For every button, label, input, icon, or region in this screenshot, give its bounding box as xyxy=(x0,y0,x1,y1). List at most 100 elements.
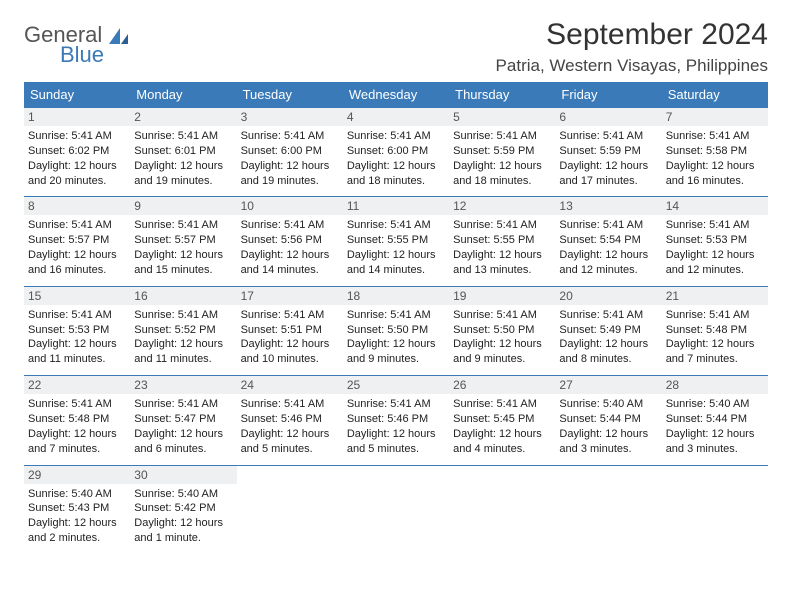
location: Patria, Western Visayas, Philippines xyxy=(496,56,768,76)
calendar-cell: 29Sunrise: 5:40 AMSunset: 5:43 PMDayligh… xyxy=(24,465,130,554)
sunset-text: Sunset: 5:44 PM xyxy=(559,412,657,427)
daylight-text: Daylight: 12 hours xyxy=(241,337,339,352)
daylight-text: Daylight: 12 hours xyxy=(134,337,232,352)
calendar-week: 29Sunrise: 5:40 AMSunset: 5:43 PMDayligh… xyxy=(24,465,768,554)
day-number: 14 xyxy=(662,197,768,215)
day-number: 20 xyxy=(555,287,661,305)
daylight-text: and 1 minute. xyxy=(134,531,232,546)
sunrise-text: Sunrise: 5:41 AM xyxy=(241,397,339,412)
daylight-text: and 17 minutes. xyxy=(559,174,657,189)
logo-word2: Blue xyxy=(60,44,104,66)
calendar-cell: 20 Sunrise: 5:41 AMSunset: 5:49 PMDayligh… xyxy=(555,286,661,375)
calendar-week: 22Sunrise: 5:41 AMSunset: 5:48 PMDayligh… xyxy=(24,376,768,465)
sunset-text: Sunset: 5:45 PM xyxy=(453,412,551,427)
calendar-cell: 17Sunrise: 5:41 AMSunset: 5:51 PMDayligh… xyxy=(237,286,343,375)
day-number: 24 xyxy=(237,376,343,394)
daylight-text: Daylight: 12 hours xyxy=(666,248,764,263)
day-number: 21 xyxy=(662,287,768,305)
daylight-text: and 9 minutes. xyxy=(347,352,445,367)
daylight-text: Daylight: 12 hours xyxy=(347,159,445,174)
sunset-text: Sunset: 5:48 PM xyxy=(666,323,764,338)
day-number xyxy=(449,466,555,484)
sunrise-text: Sunrise: 5:41 AM xyxy=(347,308,445,323)
sunset-text: Sunset: 5:59 PM xyxy=(559,144,657,159)
daylight-text: and 16 minutes. xyxy=(28,263,126,278)
calendar-cell: 24Sunrise: 5:41 AMSunset: 5:46 PMDayligh… xyxy=(237,376,343,465)
day-number: 1 xyxy=(24,108,130,126)
dayname: Monday xyxy=(130,82,236,108)
sunset-text: Sunset: 5:46 PM xyxy=(347,412,445,427)
daylight-text: and 15 minutes. xyxy=(134,263,232,278)
calendar-cell: 30Sunrise: 5:40 AMSunset: 5:42 PMDayligh… xyxy=(130,465,236,554)
day-number xyxy=(343,466,449,484)
sunset-text: Sunset: 5:53 PM xyxy=(666,233,764,248)
day-number: 18 xyxy=(343,287,449,305)
sunrise-text: Sunrise: 5:40 AM xyxy=(28,487,126,502)
daylight-text: and 6 minutes. xyxy=(134,442,232,457)
daylight-text: Daylight: 12 hours xyxy=(453,427,551,442)
sunrise-text: Sunrise: 5:40 AM xyxy=(559,397,657,412)
daylight-text: Daylight: 12 hours xyxy=(559,248,657,263)
daylight-text: and 7 minutes. xyxy=(666,352,764,367)
calendar-cell: 23Sunrise: 5:41 AMSunset: 5:47 PMDayligh… xyxy=(130,376,236,465)
header: General Blue September 2024 Patria, West… xyxy=(24,18,768,76)
daylight-text: Daylight: 12 hours xyxy=(347,427,445,442)
sunset-text: Sunset: 5:48 PM xyxy=(28,412,126,427)
calendar-cell xyxy=(449,465,555,554)
day-number: 2 xyxy=(130,108,236,126)
daylight-text: Daylight: 12 hours xyxy=(666,427,764,442)
daylight-text: and 8 minutes. xyxy=(559,352,657,367)
sunrise-text: Sunrise: 5:41 AM xyxy=(241,218,339,233)
daylight-text: and 14 minutes. xyxy=(347,263,445,278)
daylight-text: Daylight: 12 hours xyxy=(28,337,126,352)
sunrise-text: Sunrise: 5:41 AM xyxy=(28,218,126,233)
sunrise-text: Sunrise: 5:41 AM xyxy=(559,308,657,323)
calendar-cell: 21Sunrise: 5:41 AMSunset: 5:48 PMDayligh… xyxy=(662,286,768,375)
day-number: 27 xyxy=(555,376,661,394)
sunset-text: Sunset: 5:46 PM xyxy=(241,412,339,427)
daylight-text: and 12 minutes. xyxy=(559,263,657,278)
daylight-text: and 18 minutes. xyxy=(347,174,445,189)
dayname: Thursday xyxy=(449,82,555,108)
day-number: 16 xyxy=(130,287,236,305)
sunrise-text: Sunrise: 5:40 AM xyxy=(134,487,232,502)
daylight-text: and 14 minutes. xyxy=(241,263,339,278)
sunset-text: Sunset: 6:02 PM xyxy=(28,144,126,159)
calendar-cell: 10Sunrise: 5:41 AMSunset: 5:56 PMDayligh… xyxy=(237,197,343,286)
sunset-text: Sunset: 5:44 PM xyxy=(666,412,764,427)
daylight-text: and 2 minutes. xyxy=(28,531,126,546)
daylight-text: Daylight: 12 hours xyxy=(28,427,126,442)
day-number: 28 xyxy=(662,376,768,394)
daylight-text: and 3 minutes. xyxy=(559,442,657,457)
sunset-text: Sunset: 5:54 PM xyxy=(559,233,657,248)
dayname-row: Sunday Monday Tuesday Wednesday Thursday… xyxy=(24,82,768,108)
sunset-text: Sunset: 5:58 PM xyxy=(666,144,764,159)
day-number: 30 xyxy=(130,466,236,484)
daylight-text: and 16 minutes. xyxy=(666,174,764,189)
daylight-text: Daylight: 12 hours xyxy=(134,159,232,174)
daylight-text: and 20 minutes. xyxy=(28,174,126,189)
daylight-text: and 9 minutes. xyxy=(453,352,551,367)
daylight-text: Daylight: 12 hours xyxy=(347,248,445,263)
daylight-text: Daylight: 12 hours xyxy=(28,159,126,174)
day-number: 22 xyxy=(24,376,130,394)
sunset-text: Sunset: 5:55 PM xyxy=(453,233,551,248)
daylight-text: Daylight: 12 hours xyxy=(559,337,657,352)
calendar-cell: 27Sunrise: 5:40 AMSunset: 5:44 PMDayligh… xyxy=(555,376,661,465)
calendar-cell: 3Sunrise: 5:41 AMSunset: 6:00 PMDaylight… xyxy=(237,108,343,197)
sunset-text: Sunset: 5:49 PM xyxy=(559,323,657,338)
dayname: Wednesday xyxy=(343,82,449,108)
daylight-text: and 5 minutes. xyxy=(347,442,445,457)
calendar-cell: 5Sunrise: 5:41 AMSunset: 5:59 PMDaylight… xyxy=(449,108,555,197)
sunrise-text: Sunrise: 5:41 AM xyxy=(347,218,445,233)
sunset-text: Sunset: 5:56 PM xyxy=(241,233,339,248)
sunrise-text: Sunrise: 5:41 AM xyxy=(134,308,232,323)
sunrise-text: Sunrise: 5:41 AM xyxy=(347,129,445,144)
sunrise-text: Sunrise: 5:41 AM xyxy=(666,308,764,323)
sunset-text: Sunset: 5:57 PM xyxy=(134,233,232,248)
day-number: 11 xyxy=(343,197,449,215)
sunrise-text: Sunrise: 5:41 AM xyxy=(559,129,657,144)
day-number xyxy=(237,466,343,484)
day-number: 5 xyxy=(449,108,555,126)
sunset-text: Sunset: 5:52 PM xyxy=(134,323,232,338)
